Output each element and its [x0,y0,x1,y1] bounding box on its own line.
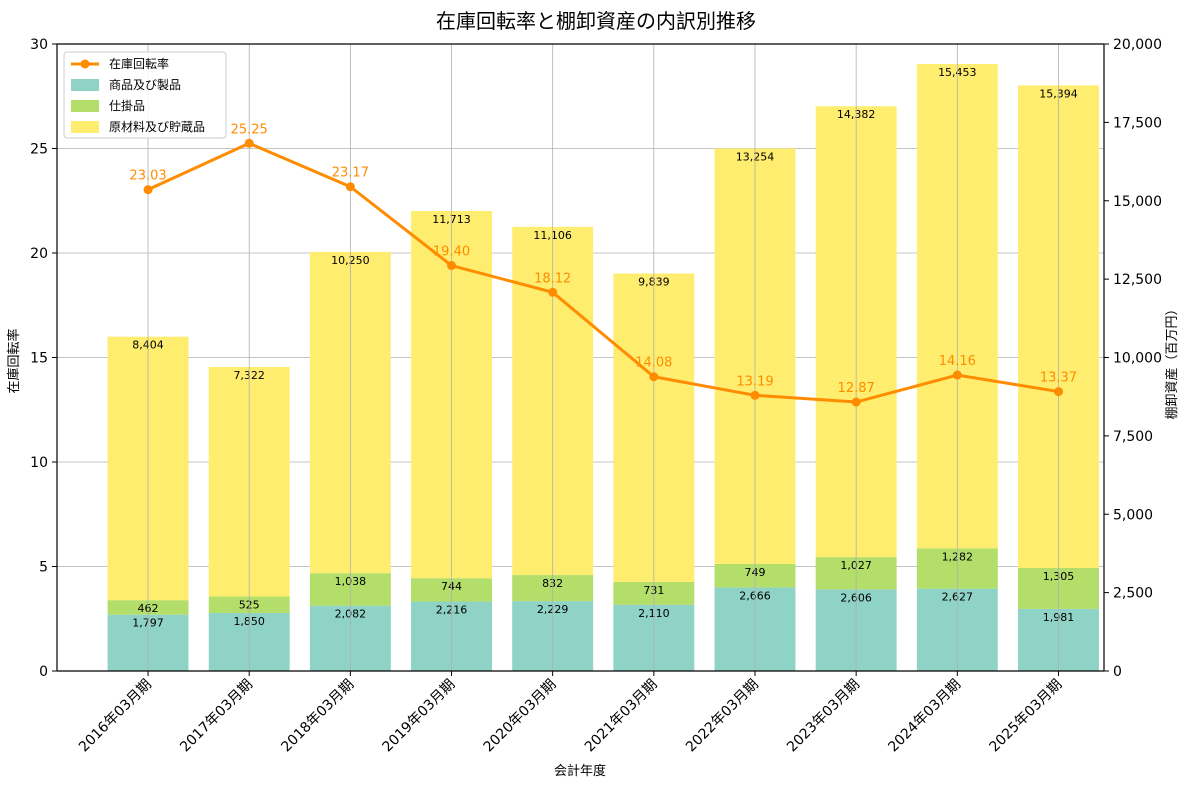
y-tick-label: 5 [39,560,48,576]
x-tick-label: 2021年03月期 [582,677,661,756]
turnover-value-label: 13.37 [1040,371,1077,386]
turnover-point [548,287,558,297]
y2-tick-label: 10,000 [1113,351,1162,367]
legend-label: 仕掛品 [109,98,145,113]
legend-box [63,51,227,139]
y2-tick-label: 17,500 [1113,115,1162,131]
bars: 1,7974628,4041,8505257,3222,0821,03810,2… [107,44,1099,671]
turnover-point [1053,387,1063,397]
turnover-value-label: 23.03 [129,169,166,184]
x-tick-label: 2023年03月期 [784,677,863,756]
y-tick-label: 25 [30,142,48,158]
y-tick-label: 0 [39,664,48,680]
turnover-value-label: 14.08 [635,356,672,371]
turnover-polyline [147,141,1059,404]
x-tick-label: 2020年03月期 [481,677,560,756]
y-tick-label: 10 [30,455,48,471]
turnover-point [750,390,760,400]
legend-label: 商品及び製品 [109,77,181,92]
y-axis-label: 在庫回転率 [6,328,22,393]
x-tick-label: 2017年03月期 [177,677,256,756]
y-tick-label: 20 [30,246,48,262]
x-tick-label: 2025年03月期 [986,677,1065,756]
x-tick-label: 2016年03月期 [76,677,155,756]
turnover-point [447,261,457,271]
x-tick-label: 2022年03月期 [683,677,762,756]
turnover-value-label: 25.25 [231,122,268,137]
x-tick-label: 2018年03月期 [278,677,357,756]
y2-axis-label: 棚卸資産（百万円） [1164,302,1180,419]
x-tick-label: 2024年03月期 [885,677,964,756]
legend-color-swatch [71,100,99,112]
legend-color-swatch [71,121,99,133]
turnover-point [649,372,659,382]
y2-tick-label: 2,500 [1113,586,1153,602]
y2-tick-label: 20,000 [1113,37,1162,53]
turnover-point [345,182,355,192]
turnover-line: 23.03 25.25 23.17 19.40 18.12 14.08 13.19 12.87… [129,122,1077,407]
turnover-point [244,138,254,148]
turnover-value-label: 23.17 [332,166,369,181]
turnover-value-label: 13.19 [736,374,773,389]
legend-color-swatch [71,79,99,91]
turnover-value-label: 14.16 [939,354,976,369]
turnover-value-label: 19.40 [433,245,470,260]
y-tick-label: 30 [30,37,48,53]
legend-line-marker [80,59,90,69]
turnover-point [851,397,861,407]
turnover-point [952,370,962,380]
y2-tick-label: 15,000 [1113,194,1162,210]
turnover-value-label: 18.12 [534,271,571,286]
legend-label: 原材料及び貯蔵品 [109,120,205,134]
turnover-point [143,185,153,195]
y2-tick-label: 0 [1113,664,1122,680]
x-tick-label: 2019年03月期 [380,677,459,756]
y2-tick-label: 12,500 [1113,272,1162,288]
y-tick-label: 15 [30,351,48,367]
y2-tick-label: 7,500 [1113,429,1153,445]
chart-title: 在庫回転率と棚卸資産の内訳別推移 [436,9,756,33]
x-axis-label: 会計年度 [554,763,606,779]
legend-label: 在庫回転率 [109,56,169,71]
turnover-value-label: 12.87 [838,381,875,396]
y2-tick-label: 5,000 [1113,507,1153,523]
